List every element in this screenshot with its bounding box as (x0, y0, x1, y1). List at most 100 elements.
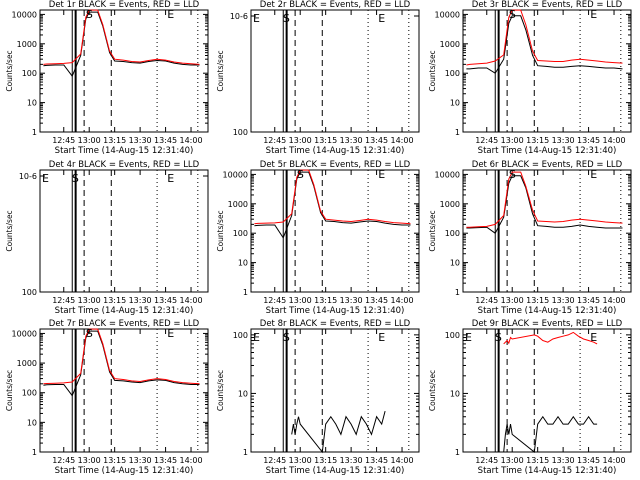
start-marker-label: S (86, 327, 93, 340)
series-events-line (254, 171, 411, 239)
chart-panel-2: Det 2r BLACK = Events, RED = LLD 100 10-6 1… (216, 0, 420, 156)
plot-frame (39, 9, 209, 133)
end-marker-label: E (590, 331, 597, 344)
x-tick-label: 13:15 (314, 136, 337, 145)
x-tick-label: 13:30 (129, 296, 152, 305)
y-axis-label: Counts/sec (428, 210, 437, 251)
y-tick-label: 1000 (440, 40, 460, 49)
plot-frame (250, 9, 420, 133)
y-tick-label: 1 (32, 448, 37, 457)
x-tick-label: 13:30 (552, 296, 575, 305)
plot-frame (39, 328, 209, 453)
chart-title: Det 6r BLACK = Events, RED = LLD (472, 160, 623, 170)
start-marker-label: S (283, 331, 290, 344)
x-axis-label: Start Time (14-Aug-15 12:31:40) (55, 306, 194, 316)
y-tick-label: 10-6 (19, 172, 37, 181)
x-axis-label: Start Time (14-Aug-15 12:31:40) (55, 466, 194, 476)
x-axis-label: Start Time (14-Aug-15 12:31:40) (266, 306, 405, 316)
x-tick-label: 13:30 (552, 136, 575, 145)
y-tick-label: 1000 (228, 200, 248, 209)
start-marker-label: S (86, 8, 93, 21)
y-tick-label: 10000 (435, 10, 460, 19)
x-tick-label: 12:45 (475, 456, 498, 465)
y-tick-label: 100 (233, 229, 248, 238)
chart-title: Det 1r BLACK = Events, RED = LLD (49, 0, 200, 10)
plot-frame (462, 169, 632, 293)
start-marker-label: S (495, 331, 502, 344)
series-lld-line (43, 9, 200, 65)
series-lld-line (43, 328, 200, 385)
x-tick-label: 14:00 (390, 456, 413, 465)
end-marker-label: E (253, 12, 260, 25)
y-axis-label: Counts/sec (5, 50, 14, 91)
y-tick-label: 10 (238, 259, 248, 268)
x-tick-label: 13:30 (340, 296, 363, 305)
end-marker-label: E (167, 327, 174, 340)
y-tick-label: 10 (450, 99, 460, 108)
y-tick-label: 10 (450, 389, 460, 398)
x-tick-label: 13:15 (103, 136, 126, 145)
x-tick-label: 13:45 (577, 136, 600, 145)
series-events-line (43, 11, 200, 78)
y-tick-label: 100 (445, 69, 460, 78)
x-tick-label: 13:45 (577, 456, 600, 465)
y-axis-label: Counts/sec (216, 370, 225, 411)
y-axis-label: Counts/sec (216, 210, 225, 251)
start-marker-label: S (297, 168, 304, 181)
x-tick-label: 13:15 (103, 456, 126, 465)
y-axis-label: Counts/sec (428, 50, 437, 91)
y-axis-label: Counts/sec (5, 210, 14, 251)
x-tick-label: 13:45 (154, 136, 177, 145)
y-tick-label: 10000 (223, 170, 248, 179)
end-marker-label: E (253, 331, 260, 344)
plot-frame (462, 328, 632, 453)
x-tick-label: 13:45 (154, 296, 177, 305)
y-tick-label: 10000 (12, 329, 37, 338)
start-marker-label: S (509, 168, 516, 181)
y-tick-label: 1 (243, 288, 248, 297)
chart-title: Det 8r BLACK = Events, RED = LLD (260, 319, 411, 329)
y-tick-label: 10 (450, 259, 460, 268)
x-tick-label: 13:15 (103, 296, 126, 305)
series-lld-line (503, 331, 598, 345)
x-axis-label: Start Time (14-Aug-15 12:31:40) (266, 146, 405, 156)
chart-title: Det 2r BLACK = Events, RED = LLD (260, 0, 411, 10)
x-tick-label: 13:00 (78, 136, 101, 145)
x-axis-label: Start Time (14-Aug-15 12:31:40) (478, 146, 617, 156)
x-tick-label: 13:30 (552, 456, 575, 465)
start-marker-label: S (72, 172, 79, 185)
plot-frame (250, 169, 420, 293)
chart-panel-1: Det 1r BLACK = Events, RED = LLD 1 10 100 10… (5, 0, 209, 156)
y-tick-label: 10-6 (230, 12, 248, 21)
y-axis-label: Counts/sec (428, 370, 437, 411)
y-tick-label: 1000 (440, 200, 460, 209)
series-events-line (43, 330, 200, 397)
y-tick-label: 1000 (17, 40, 37, 49)
chart-panel-5: Det 5r BLACK = Events, RED = LLD 1 10 100 10… (216, 160, 420, 316)
x-tick-label: 14:00 (179, 136, 202, 145)
x-tick-label: 14:00 (390, 136, 413, 145)
y-tick-label: 100 (445, 331, 460, 340)
plot-frame (250, 328, 420, 453)
end-marker-label: E (42, 172, 49, 185)
x-tick-label: 13:15 (314, 456, 337, 465)
y-tick-label: 1 (455, 128, 460, 137)
y-tick-label: 100 (22, 69, 37, 78)
x-tick-label: 13:00 (501, 456, 524, 465)
series-events-line (291, 410, 386, 454)
y-tick-label: 100 (233, 128, 248, 137)
series-lld-line (254, 169, 411, 225)
chart-title: Det 3r BLACK = Events, RED = LLD (472, 0, 623, 10)
x-tick-label: 12:45 (263, 296, 286, 305)
x-axis-label: Start Time (14-Aug-15 12:31:40) (55, 146, 194, 156)
x-tick-label: 13:45 (577, 296, 600, 305)
x-tick-label: 13:45 (365, 136, 388, 145)
x-tick-label: 14:00 (390, 296, 413, 305)
y-tick-label: 10000 (12, 10, 37, 19)
x-tick-label: 13:00 (78, 296, 101, 305)
x-tick-label: 14:00 (602, 136, 625, 145)
x-tick-label: 13:00 (501, 296, 524, 305)
y-tick-label: 10000 (435, 170, 460, 179)
x-axis-label: Start Time (14-Aug-15 12:31:40) (266, 466, 405, 476)
